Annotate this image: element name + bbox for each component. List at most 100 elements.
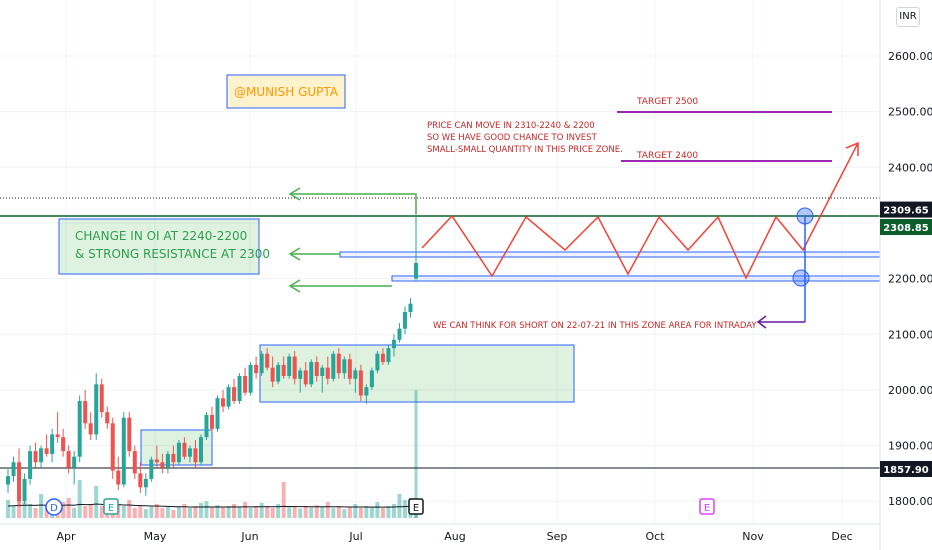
candle-body bbox=[248, 364, 253, 393]
event-markers: D E E E bbox=[45, 498, 715, 516]
price-tag-label: 2308.85 bbox=[883, 223, 929, 234]
candle-body bbox=[254, 364, 259, 374]
candle-body bbox=[380, 353, 385, 363]
candle-body bbox=[309, 362, 314, 385]
zone-channel-upper bbox=[339, 251, 881, 258]
volume-bar bbox=[397, 494, 402, 518]
candle-body bbox=[61, 437, 66, 452]
volume-moving-average-line bbox=[7, 503, 417, 508]
volume-bar bbox=[33, 508, 38, 518]
volume-bar bbox=[232, 504, 237, 518]
volume-bar bbox=[325, 502, 330, 518]
volume-bar bbox=[336, 506, 341, 518]
volume-bar bbox=[83, 506, 88, 518]
candle-body bbox=[105, 412, 110, 424]
volume-bar bbox=[259, 502, 264, 518]
volume-bar bbox=[6, 500, 10, 518]
x-tick-label: Aug bbox=[444, 530, 465, 543]
volume-bar bbox=[309, 507, 314, 518]
green-arrow-mid-head bbox=[288, 247, 301, 261]
volume-bar bbox=[204, 501, 209, 518]
volume-bar bbox=[243, 502, 248, 518]
oi-note-line1: CHANGE IN OI AT 2240-2200 bbox=[75, 229, 247, 243]
volume-bar bbox=[11, 506, 16, 518]
volume-bar bbox=[221, 507, 226, 518]
candle-body bbox=[22, 478, 27, 502]
candle-body bbox=[325, 367, 330, 379]
candle-body bbox=[88, 423, 93, 435]
candle-body bbox=[270, 367, 275, 382]
volume-bar bbox=[287, 506, 292, 518]
candle-body bbox=[221, 398, 226, 407]
volume-bar bbox=[66, 498, 71, 518]
earnings-event-label-1: E bbox=[108, 503, 114, 514]
candle-body bbox=[154, 459, 159, 463]
volume-bar bbox=[320, 506, 325, 518]
volume-bar bbox=[160, 508, 165, 518]
volume-bar bbox=[331, 508, 336, 518]
green-arrow-low-head bbox=[288, 279, 301, 293]
y-tick-label: 2500.00 bbox=[888, 106, 932, 119]
volume-bar bbox=[127, 500, 132, 518]
candle-body bbox=[39, 448, 44, 463]
candle-body bbox=[110, 423, 115, 471]
earnings-event-marker-1[interactable] bbox=[103, 498, 119, 515]
candle-body bbox=[127, 417, 132, 452]
candle-body bbox=[187, 448, 192, 457]
earnings-event-marker-2[interactable] bbox=[408, 498, 424, 515]
candle-body bbox=[182, 442, 187, 457]
candle-body bbox=[99, 384, 104, 413]
trend-drawings bbox=[288, 141, 859, 329]
dividend-event-marker[interactable] bbox=[45, 498, 63, 516]
candle-body bbox=[33, 451, 38, 463]
candle-body bbox=[198, 437, 203, 463]
volume-bar bbox=[369, 506, 374, 518]
author-label: @MUNISH GUPTA bbox=[234, 85, 339, 99]
currency-button[interactable]: INR bbox=[896, 7, 920, 27]
volume-bar bbox=[298, 508, 303, 518]
earnings-event-marker-upcoming[interactable] bbox=[699, 498, 715, 515]
volume-bar bbox=[99, 506, 104, 518]
volume-bar bbox=[248, 508, 253, 518]
candle-body bbox=[232, 387, 237, 402]
volume-bar bbox=[270, 508, 275, 518]
volume-bar bbox=[215, 505, 220, 518]
annotation-texts: @MUNISH GUPTA CHANGE IN OI AT 2240-2200 … bbox=[58, 74, 757, 331]
candle-body bbox=[303, 370, 308, 385]
volume-bar bbox=[165, 506, 170, 518]
volume-bar bbox=[182, 504, 187, 518]
candle-body bbox=[66, 451, 71, 468]
green-arrow-top bbox=[290, 193, 417, 214]
volume-bar bbox=[364, 506, 369, 518]
candle-body bbox=[17, 462, 22, 502]
candle-body bbox=[397, 328, 402, 340]
volume-bar bbox=[143, 509, 148, 518]
candle-body bbox=[331, 353, 336, 379]
candle-body bbox=[143, 478, 148, 488]
oi-note-box bbox=[58, 218, 260, 275]
time-axis[interactable]: Apr May Jun Jul Aug Sep Oct Nov Dec bbox=[0, 523, 880, 543]
volume-bar bbox=[265, 506, 270, 518]
candle-body bbox=[243, 375, 248, 393]
y-tick-label: 1800.00 bbox=[888, 495, 932, 508]
candle-body bbox=[292, 356, 297, 379]
oi-note-line2: & STRONG RESISTANCE AT 2300 bbox=[75, 247, 270, 261]
y-tick-label: 2100.00 bbox=[888, 328, 932, 341]
candle-body bbox=[237, 375, 242, 402]
candle-body bbox=[391, 339, 396, 349]
volume-bar bbox=[72, 508, 77, 518]
target-2500-label: TARGET 2500 bbox=[636, 97, 698, 107]
candle-body bbox=[265, 353, 270, 368]
candle-body bbox=[353, 370, 358, 379]
y-tick-label: 2000.00 bbox=[888, 384, 932, 397]
dividend-event-label: D bbox=[50, 503, 58, 514]
price-tags: 2309.65 2308.85 1857.90 bbox=[880, 201, 932, 477]
candle-body bbox=[116, 470, 121, 485]
candle-body bbox=[171, 453, 176, 463]
candle-body bbox=[364, 387, 369, 396]
candle-body bbox=[83, 401, 88, 424]
target-2400-label: TARGET 2400 bbox=[636, 151, 698, 161]
candle-body bbox=[165, 453, 170, 468]
volume-bar bbox=[292, 506, 297, 518]
